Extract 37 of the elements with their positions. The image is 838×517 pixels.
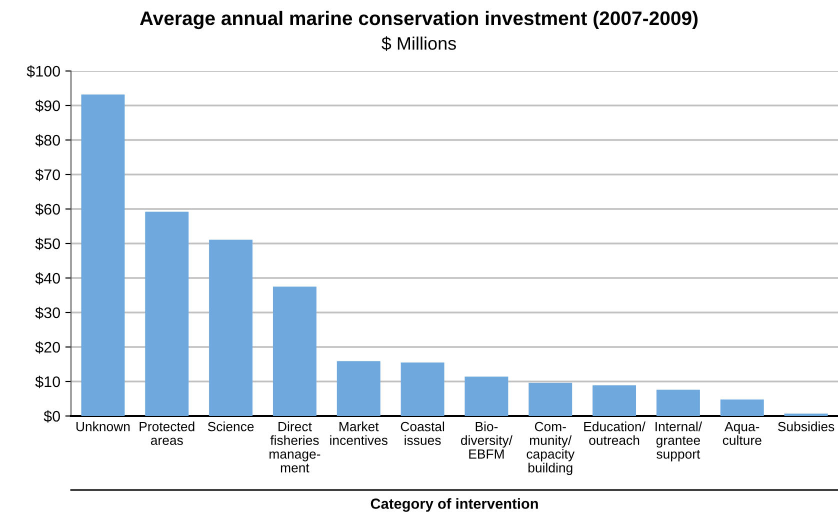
x-tick-label: Subsidies xyxy=(778,422,834,432)
y-tick-label: $100 xyxy=(26,65,60,78)
x-tick-label: Coastal issues xyxy=(400,422,444,445)
x-tick-label: Market incentives xyxy=(330,422,388,445)
x-tick-label: Bio- diversity/ EBFM xyxy=(460,422,512,459)
bar xyxy=(464,376,508,416)
y-tick-label: $90 xyxy=(35,100,60,112)
x-axis-title: Category of intervention xyxy=(370,498,538,512)
bar xyxy=(528,382,572,416)
x-tick-label: Aqua- culture xyxy=(722,422,762,445)
chart-title: Average annual marine conservation investment (2007-2009) xyxy=(140,10,698,30)
x-tick-label: Direct fisheries manage- ment xyxy=(270,422,320,472)
bar xyxy=(272,286,316,416)
y-tick-label: $30 xyxy=(35,306,60,320)
x-tick-label: Com- munity/ capacity building xyxy=(526,422,575,476)
y-tick-label: $20 xyxy=(35,341,60,354)
x-tick-label: Science xyxy=(208,422,254,432)
bar xyxy=(656,390,700,416)
bar xyxy=(400,362,444,416)
bar xyxy=(336,361,380,416)
x-tick-label: Unknown xyxy=(76,422,130,432)
chart-subtitle: $ Millions xyxy=(382,36,456,51)
bar xyxy=(720,399,764,416)
y-tick-label: $10 xyxy=(35,376,60,388)
x-tick-label: Education/ outreach xyxy=(584,422,646,445)
bar xyxy=(592,385,636,416)
y-tick-label: $40 xyxy=(35,272,60,285)
y-tick-label: $80 xyxy=(35,134,60,147)
y-tick-label: $70 xyxy=(35,168,60,182)
x-tick-label: Protected areas xyxy=(140,422,194,445)
bar xyxy=(145,212,189,416)
x-tick-label: Internal/ grantee support xyxy=(656,422,702,462)
y-tick-label: $50 xyxy=(35,238,60,250)
bar xyxy=(209,240,253,416)
y-tick-label: $0 xyxy=(44,410,60,423)
bar xyxy=(81,94,125,416)
y-tick-label: $60 xyxy=(35,203,60,216)
